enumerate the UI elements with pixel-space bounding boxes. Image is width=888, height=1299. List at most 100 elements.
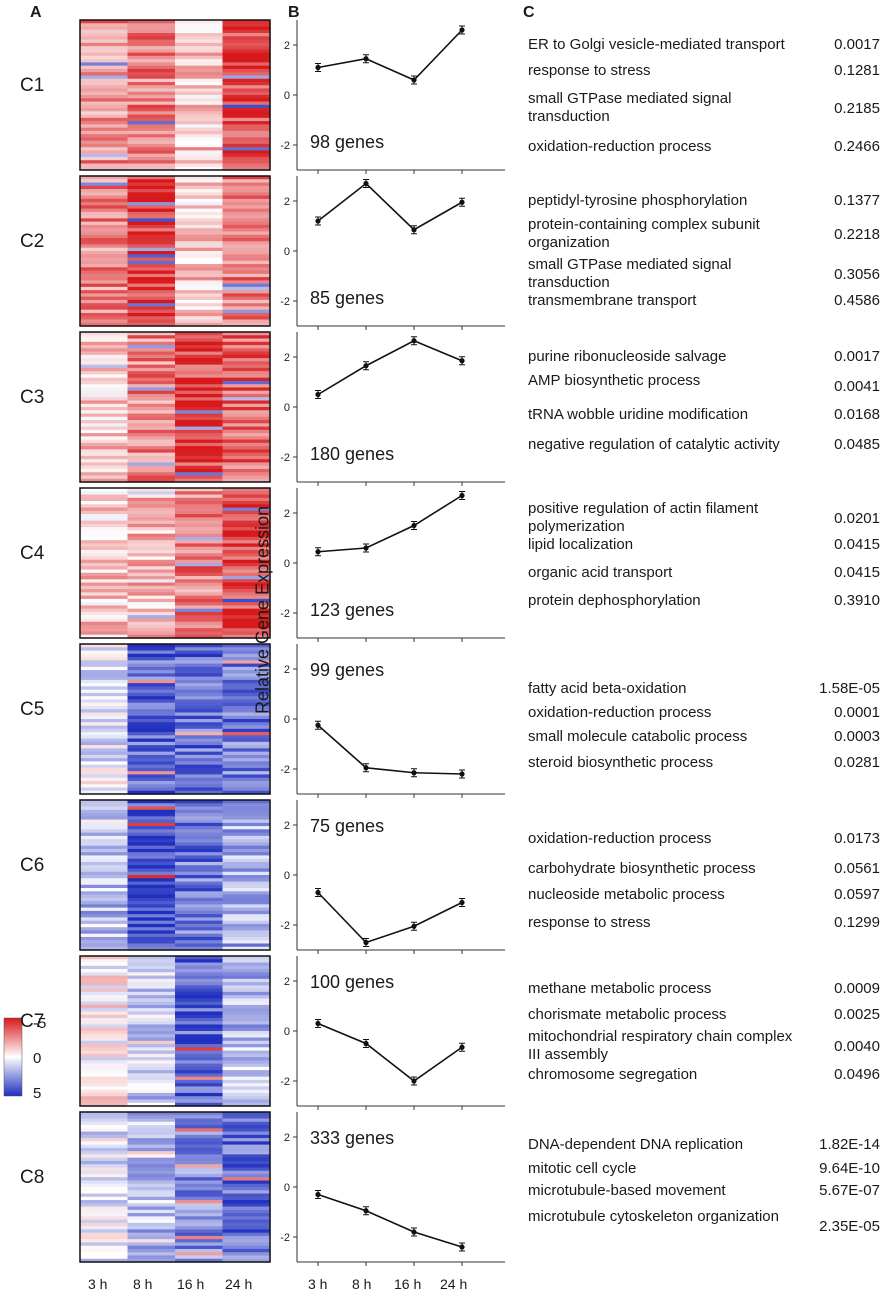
heatmap-cell: [80, 1050, 129, 1055]
heatmap-frame: [79, 643, 271, 795]
heatmap-cell: [127, 1248, 176, 1253]
heatmap-cell: [175, 1089, 224, 1094]
heatmap-cell: [127, 465, 176, 470]
heatmap-cell: [127, 198, 176, 203]
heatmap-cell: [175, 888, 224, 892]
heatmap-cell: [127, 306, 176, 311]
heatmap-cell: [127, 758, 176, 762]
heatmap-cell: [80, 244, 129, 249]
heatmap-cell: [127, 1014, 176, 1019]
heatmap-cell: [222, 745, 271, 749]
heatmap-cell: [127, 101, 176, 106]
heatmap-cell: [127, 634, 176, 639]
heatmap-cell: [127, 1151, 176, 1155]
heatmap-cell: [222, 20, 271, 24]
heatmap-cell: [175, 965, 224, 970]
heatmap-cell: [175, 228, 224, 233]
heatmap-cell: [127, 969, 176, 973]
heatmap-cell: [80, 1216, 129, 1221]
data-point: [363, 363, 369, 369]
go-term: ER to Golgi vesicle-mediated transport: [528, 36, 785, 53]
go-term: nucleoside metabolic process: [528, 886, 725, 903]
heatmap-cell: [127, 1021, 176, 1026]
heatmap-cell: [222, 475, 271, 480]
heatmap-cell: [80, 809, 129, 814]
heatmap-cell: [175, 332, 224, 336]
heatmap-cell: [80, 839, 129, 843]
cluster-label: C8: [20, 1167, 45, 1188]
heatmap-cell: [127, 98, 176, 103]
heatmap-cell: [80, 995, 129, 999]
heatmap-cell: [222, 871, 271, 876]
gene-count-label: 98 genes: [310, 132, 385, 152]
heatmap-cell: [127, 748, 176, 753]
heatmap-cell: [127, 978, 176, 983]
heatmap-cell: [222, 585, 271, 590]
heatmap-cell: [127, 832, 176, 837]
heatmap-cell: [222, 679, 271, 684]
heatmap-cell: [127, 559, 176, 564]
heatmap-cell: [80, 215, 129, 219]
heatmap-cell: [175, 800, 224, 804]
heatmap-cell: [222, 1102, 271, 1107]
heatmap-cell: [222, 719, 271, 723]
heatmap-cell: [80, 1017, 129, 1022]
heatmap-cell: [80, 653, 129, 658]
heatmap-cell: [222, 709, 271, 714]
heatmap-cell: [222, 1044, 271, 1048]
heatmap-cell: [175, 468, 224, 473]
heatmap-cell: [80, 592, 129, 597]
line-xtick-0: 3 h: [308, 1276, 328, 1292]
heatmap-cell: [127, 514, 176, 518]
heatmap-cell: [222, 822, 271, 827]
heatmap-cell: [222, 888, 271, 892]
heatmap-cell: [175, 715, 224, 720]
heatmap-cell: [80, 286, 129, 291]
heatmap-cell: [127, 683, 176, 687]
go-p-value: 0.0173: [834, 830, 880, 847]
heatmap-cell: [175, 556, 224, 561]
heatmap-cell: [80, 319, 129, 324]
heatmap-cell: [127, 624, 176, 629]
heatmap-cell: [127, 1047, 176, 1052]
heatmap-cell: [127, 429, 176, 434]
heatmap-cell: [175, 33, 224, 37]
heatmap-cell: [127, 660, 176, 665]
heatmap-cell: [175, 270, 224, 275]
heatmap-cell: [80, 504, 129, 509]
heatmap-cell: [80, 104, 129, 109]
heatmap-cell: [175, 1258, 224, 1263]
heatmap-cell: [222, 650, 271, 655]
heatmap-cell: [127, 247, 176, 252]
heatmap-cell: [222, 1037, 271, 1042]
heatmap-cell: [222, 985, 271, 990]
heatmap-cell: [80, 1209, 129, 1214]
heatmap-cell: [80, 429, 129, 434]
heatmap-cell: [127, 621, 176, 626]
data-point: [315, 218, 321, 224]
heatmap-cell: [80, 296, 129, 301]
heatmap-cell: [175, 1118, 224, 1123]
heatmap-cell: [127, 813, 176, 817]
heatmap-cell: [222, 1193, 271, 1198]
heatmap-cell: [222, 569, 271, 574]
heatmap-cell: [127, 738, 176, 743]
heatmap-cell: [80, 59, 129, 63]
heatmap-cell: [175, 920, 224, 925]
heatmap-cell: [127, 33, 176, 37]
heatmap-cell: [222, 891, 271, 896]
heatmap-cell: [80, 527, 129, 531]
heatmap-cell: [127, 628, 176, 633]
heatmap-cell: [80, 572, 129, 577]
cluster-label: C4: [20, 543, 45, 564]
heatmap-cell: [127, 728, 176, 733]
heatmap-cell: [222, 761, 271, 766]
go-p-value: 0.0001: [834, 704, 880, 721]
heatmap-cell: [175, 390, 224, 395]
heatmap-cell: [175, 465, 224, 470]
heatmap-cell: [80, 312, 129, 317]
go-term: transmembrane transport: [528, 292, 697, 309]
heatmap-cell: [175, 764, 224, 769]
heatmap-cell: [127, 251, 176, 255]
heatmap-cell: [127, 923, 176, 928]
